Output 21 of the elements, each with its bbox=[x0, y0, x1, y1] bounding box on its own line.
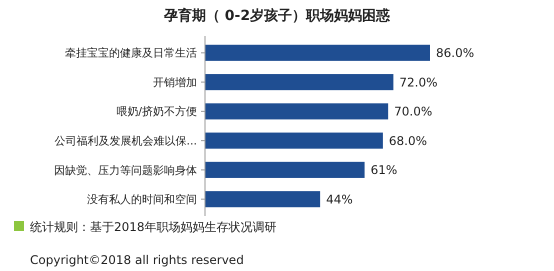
bar bbox=[205, 191, 320, 208]
data-label: 68.0% bbox=[388, 134, 428, 148]
bar bbox=[205, 44, 430, 61]
y-tick-label: 开销增加 bbox=[153, 76, 197, 89]
data-label: 44% bbox=[326, 192, 353, 206]
bar bbox=[205, 162, 365, 178]
chart-title: 孕育期（ 0-2岁孩子）职场妈妈困惑 bbox=[162, 7, 392, 24]
bar bbox=[205, 74, 394, 90]
data-label: 72.0% bbox=[399, 75, 438, 90]
y-tick-label: 没有私人的时间和空间 bbox=[87, 193, 197, 206]
bar bbox=[205, 103, 388, 120]
y-tick-label: 牵挂宝宝的健康及日常生活 bbox=[65, 46, 197, 60]
bar bbox=[205, 132, 383, 149]
y-tick-label: 喂奶/挤奶不方便 bbox=[116, 105, 197, 118]
y-tick-label: 因缺觉、压力等问题影响身体 bbox=[54, 164, 197, 177]
y-tick-label: 公司福利及发展机会难以保... bbox=[54, 134, 197, 148]
text: 统计规则：基于2018年职场妈妈生存状况调研 bbox=[30, 220, 277, 234]
data-label: 86.0% bbox=[436, 46, 474, 60]
data-label: 70.0% bbox=[394, 104, 432, 119]
data-label: 61% bbox=[370, 163, 398, 178]
text: Copyright©2018 all rights reserved bbox=[30, 253, 244, 267]
